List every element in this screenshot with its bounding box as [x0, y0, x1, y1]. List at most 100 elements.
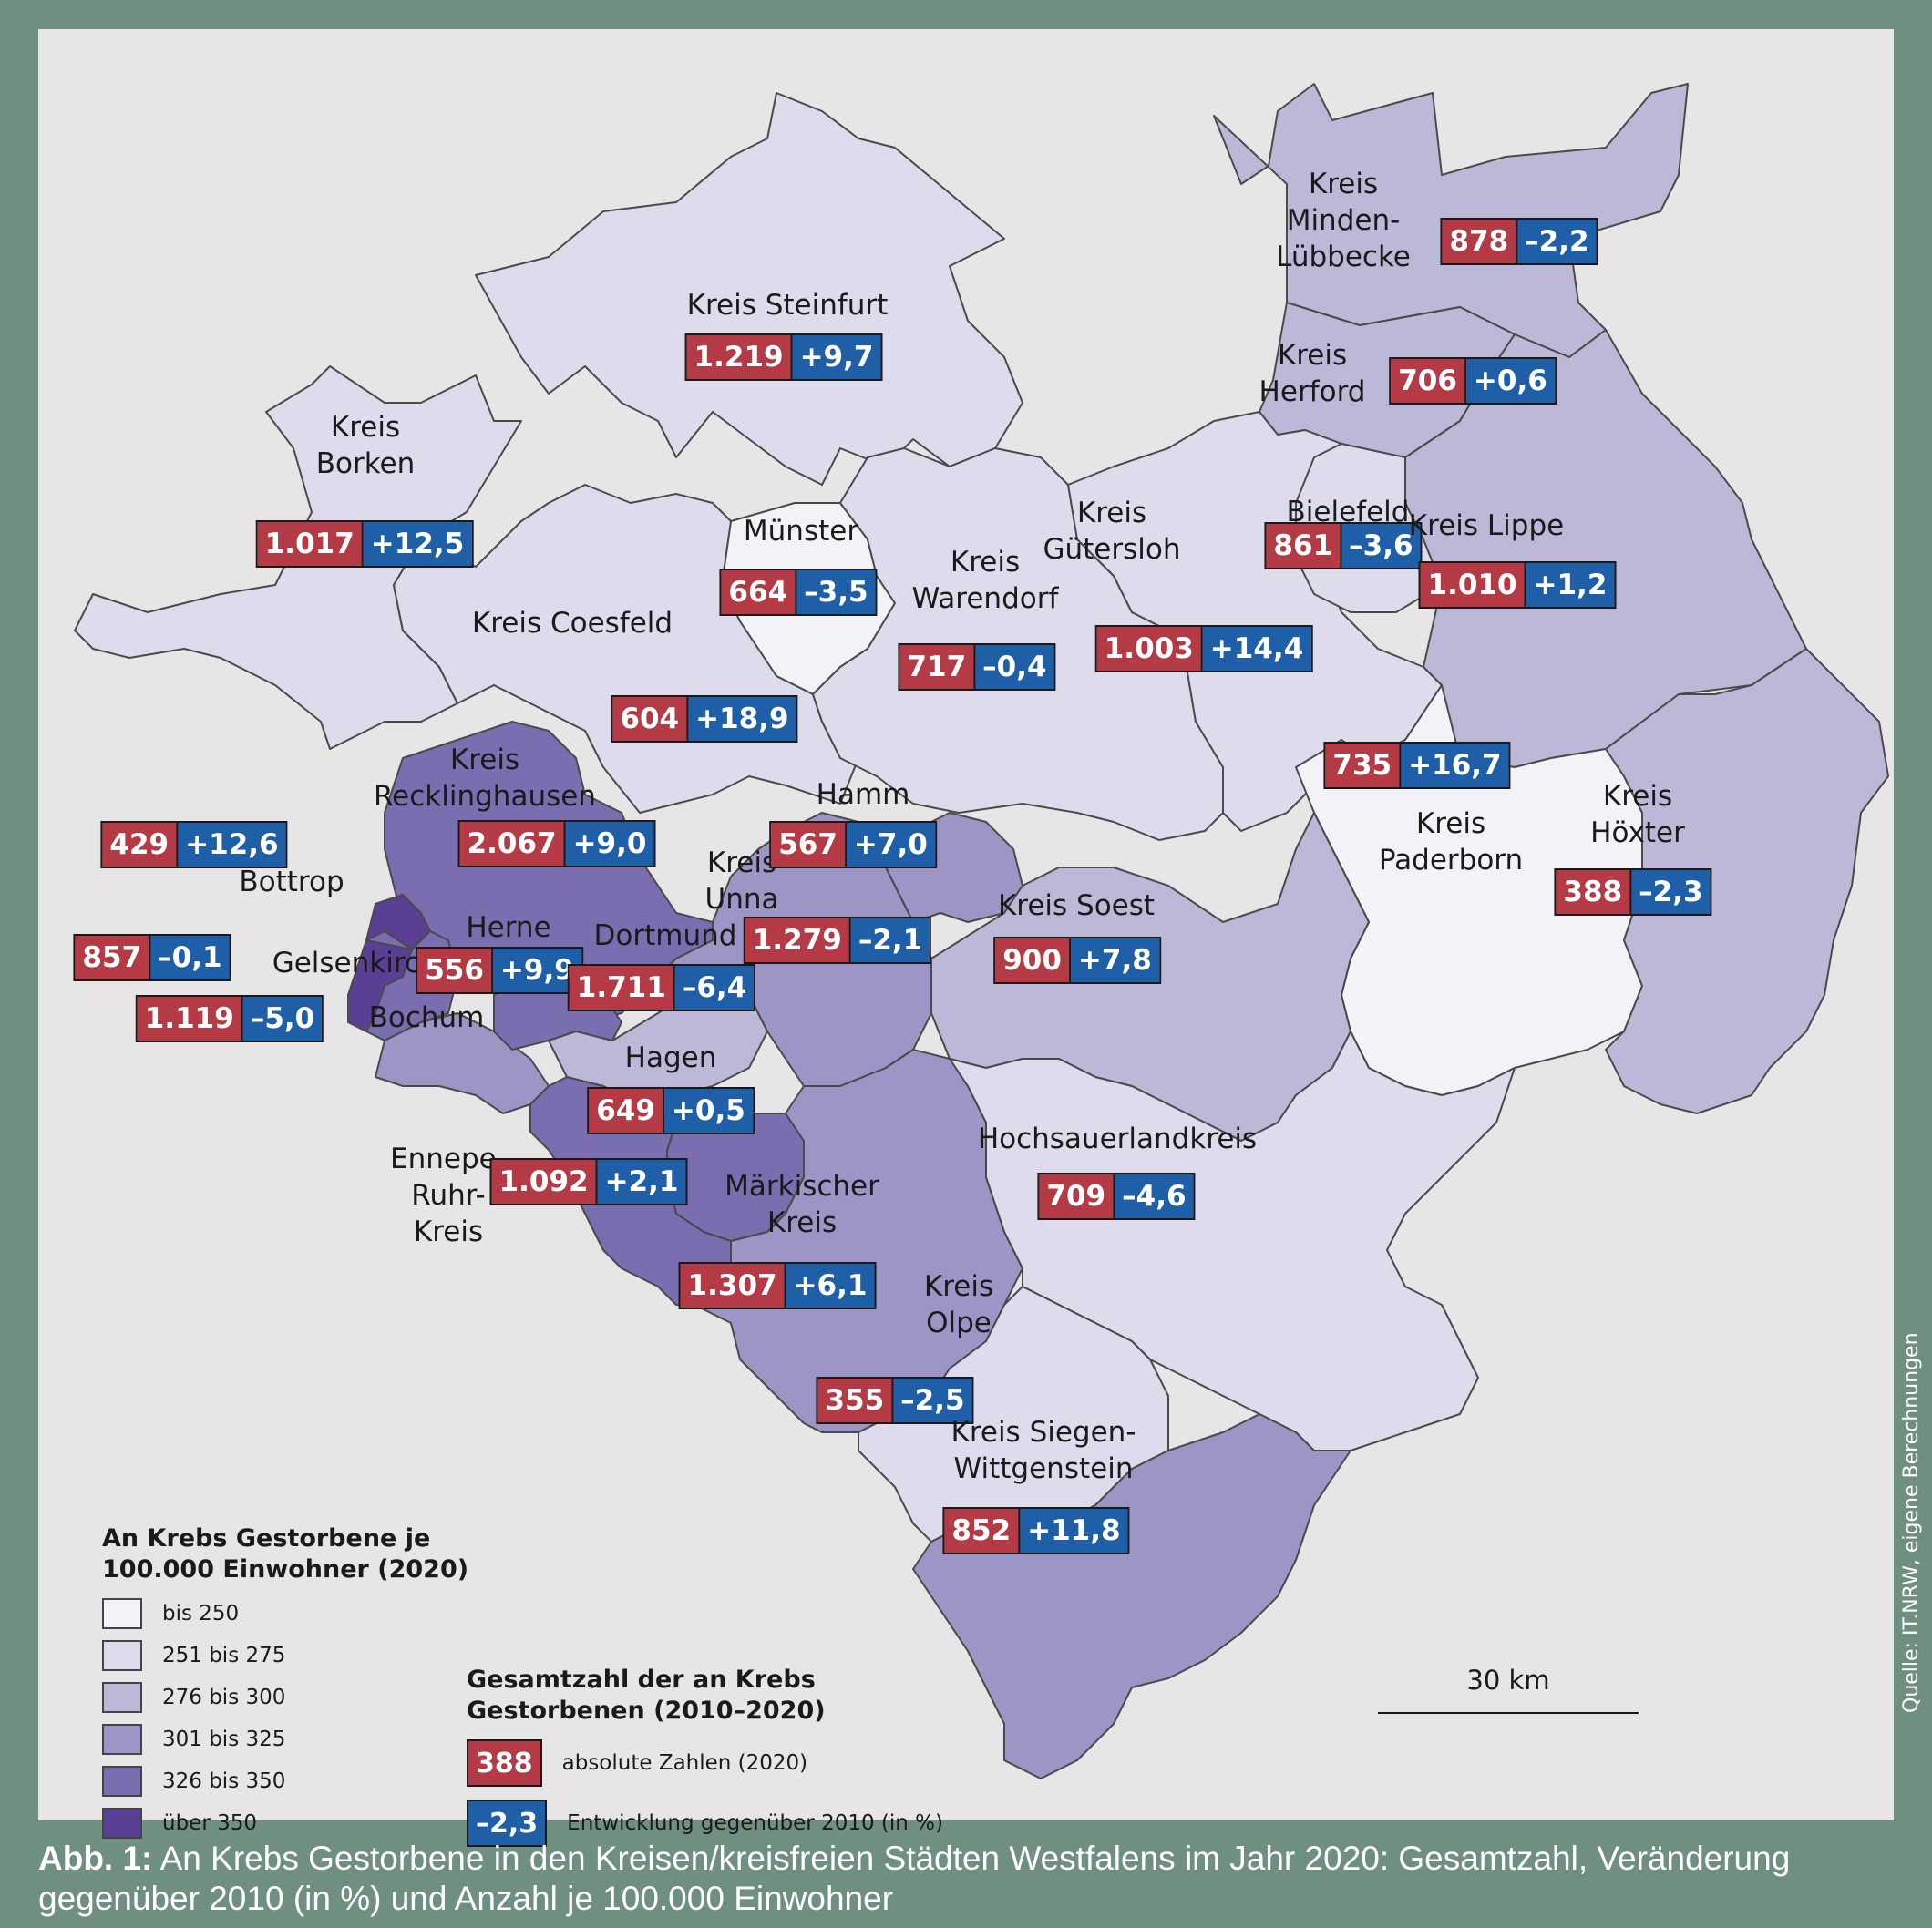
region-badge-olpe: 355 –2,5 — [816, 1377, 974, 1424]
region-label-guetersloh: Kreis Gütersloh — [1043, 497, 1181, 566]
abs-count-recklinghausen: 2.067 — [459, 822, 566, 866]
change-pct-borken: +12,5 — [363, 522, 472, 566]
abs-legend-sample: 388 — [467, 1739, 542, 1787]
region-label-recklinghausen: Kreis Recklinghausen — [374, 744, 596, 813]
region-label-hoexter: Kreis Höxter — [1590, 780, 1685, 849]
chg-legend-sample: –2,3 — [467, 1800, 548, 1847]
region-label-coesfeld: Kreis Coesfeld — [471, 607, 673, 640]
change-pct-herne: +9,9 — [492, 949, 581, 992]
region-badge-herford: 706 +0,6 — [1389, 357, 1557, 405]
legend-swatch — [102, 1598, 142, 1629]
region-label-hagen: Hagen — [624, 1041, 717, 1074]
region-badge-coesfeld: 604 +18,9 — [611, 695, 798, 743]
region-badge-bielefeld: 861 –3,6 — [1264, 522, 1423, 569]
change-pct-recklinghausen: +9,0 — [565, 822, 654, 866]
abs-count-soest: 900 — [995, 938, 1071, 982]
legend-class-label: 326 bis 350 — [162, 1769, 286, 1793]
region-badge-hochsauerland: 709 –4,6 — [1037, 1173, 1196, 1220]
abs-count-muenster: 664 — [721, 570, 797, 614]
abs-count-herford: 706 — [1391, 359, 1466, 403]
chg-legend-row: –2,3 Entwicklung gegenüber 2010 (in %) — [467, 1800, 943, 1847]
region-label-herford: Kreis Herford — [1259, 339, 1366, 408]
region-badge-paderborn: 735 +16,7 — [1323, 742, 1511, 789]
abs-count-minden: 878 — [1442, 220, 1518, 263]
legend-swatch — [102, 1724, 142, 1755]
change-pct-unna: –2,1 — [850, 918, 930, 962]
abs-count-olpe: 355 — [817, 1379, 894, 1422]
legend-row: 251 bis 275 — [102, 1635, 468, 1677]
abs-count-gelsenkirchen: 857 — [75, 936, 151, 979]
region-label-soest: Kreis Soest — [997, 889, 1156, 922]
change-pct-hamm: +7,0 — [846, 823, 935, 867]
region-label-herne: Herne — [466, 911, 551, 944]
figure-caption: Abb. 1: An Krebs Gestorbene in den Kreis… — [38, 1839, 1906, 1919]
abs-count-maerkischer: 1.307 — [680, 1264, 786, 1308]
region-label-steinfurt: Kreis Steinfurt — [686, 289, 889, 322]
change-pct-muenster: –3,5 — [796, 570, 876, 614]
scale-label: 30 km — [1466, 1665, 1550, 1696]
abs-count-hagen: 649 — [589, 1089, 664, 1133]
count-legend: Gesamtzahl der an Krebs Gestorbenen (201… — [467, 1665, 943, 1847]
region-label-unna: Kreis Unna — [704, 846, 779, 916]
legend-row: 326 bis 350 — [102, 1760, 468, 1802]
region-badge-warendorf: 717 –0,4 — [898, 643, 1056, 691]
legend-row: bis 250 — [102, 1593, 468, 1635]
change-pct-guetersloh: +14,4 — [1202, 627, 1311, 671]
legend-class-label: 251 bis 275 — [162, 1644, 286, 1667]
legend-class-label: 301 bis 325 — [162, 1728, 286, 1751]
density-legend: An Krebs Gestorbene je 100.000 Einwohner… — [102, 1523, 468, 1844]
region-badge-hamm: 567 +7,0 — [769, 821, 937, 868]
scale-line — [1378, 1712, 1639, 1714]
change-pct-olpe: –2,5 — [893, 1379, 972, 1422]
count-legend-title: Gesamtzahl der an Krebs Gestorbenen (201… — [467, 1666, 826, 1725]
abs-count-lippe: 1.010 — [1420, 563, 1526, 607]
change-pct-steinfurt: +9,7 — [792, 335, 881, 379]
region-badge-unna: 1.279 –2,1 — [743, 917, 932, 964]
region-label-minden: Kreis Minden- Lübbecke — [1276, 168, 1411, 273]
region-badge-ennepe: 1.092 +2,1 — [489, 1158, 688, 1205]
scale-bar: 30 km — [1378, 1665, 1639, 1714]
region-label-bochum: Bochum — [368, 1001, 485, 1034]
abs-legend-row: 388 absolute Zahlen (2020) — [467, 1739, 943, 1787]
change-pct-soest: +7,8 — [1070, 938, 1159, 982]
abs-count-borken: 1.017 — [257, 522, 364, 566]
change-pct-hagen: +0,5 — [663, 1089, 753, 1133]
caption-prefix: Abb. 1: — [38, 1840, 153, 1877]
change-pct-paderborn: +16,7 — [1401, 744, 1509, 787]
legend-swatch — [102, 1808, 142, 1839]
region-badge-muenster: 664 –3,5 — [719, 569, 878, 616]
change-pct-coesfeld: +18,9 — [688, 697, 796, 741]
source-note: Quelle: IT.NRW, eigene Berechnungen — [1900, 1332, 1923, 1713]
region-badge-guetersloh: 1.003 +14,4 — [1094, 625, 1313, 672]
region-badge-borken: 1.017 +12,5 — [255, 520, 474, 568]
westfalen-map — [74, 83, 1889, 1779]
region-label-muenster: Münster — [743, 515, 859, 548]
legend-class-label: bis 250 — [162, 1602, 240, 1625]
region-badge-siegen: 852 +11,8 — [942, 1507, 1130, 1554]
legend-swatch — [102, 1640, 142, 1671]
region-label-paderborn: Kreis Paderborn — [1378, 807, 1524, 877]
change-pct-hochsauerland: –4,6 — [1115, 1174, 1194, 1218]
change-pct-maerkischer: +6,1 — [786, 1264, 875, 1308]
legend-row: 301 bis 325 — [102, 1718, 468, 1760]
legend-classes: bis 250 251 bis 275 276 bis 300 301 bis 325… — [102, 1593, 468, 1844]
abs-count-bottrop: 429 — [102, 823, 179, 867]
region-badge-hagen: 649 +0,5 — [587, 1087, 755, 1134]
change-pct-bochum: –5,0 — [242, 997, 323, 1041]
legend-class-label: über 350 — [162, 1811, 257, 1835]
region-siegen — [912, 1413, 1351, 1779]
change-pct-gelsenkirchen: –0,1 — [150, 936, 230, 979]
region-badge-maerkischer: 1.307 +6,1 — [678, 1262, 877, 1309]
legend-row: über 350 — [102, 1802, 468, 1844]
abs-count-steinfurt: 1.219 — [686, 335, 793, 379]
region-label-borken: Kreis Borken — [315, 411, 416, 480]
abs-count-unna: 1.279 — [745, 918, 851, 962]
region-badge-bochum: 1.119 –5,0 — [135, 995, 324, 1042]
change-pct-siegen: +11,8 — [1020, 1509, 1128, 1553]
change-pct-minden: –2,2 — [1517, 220, 1597, 263]
region-label-olpe: Kreis Olpe — [923, 1270, 994, 1339]
region-label-bottrop: Bottrop — [239, 866, 344, 898]
chg-legend-label: Entwicklung gegenüber 2010 (in %) — [567, 1811, 943, 1835]
abs-count-hamm: 567 — [771, 823, 847, 867]
abs-legend-label: absolute Zahlen (2020) — [561, 1751, 808, 1775]
